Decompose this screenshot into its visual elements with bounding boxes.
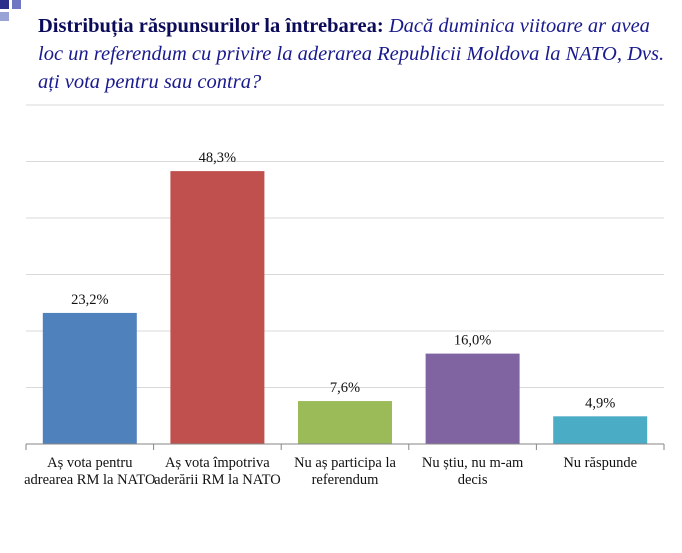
bar — [425, 353, 520, 444]
data-label: 16,0% — [454, 333, 491, 349]
bar — [298, 401, 392, 444]
data-label: 4,9% — [585, 395, 615, 411]
data-label: 7,6% — [330, 380, 360, 396]
title-bold: Distribuția răspunsurilor la întrebarea: — [38, 15, 384, 37]
bar — [170, 171, 265, 445]
category-label: Aș vota pentru adrearea RM la NATO — [24, 455, 156, 488]
title-question: Dacă duminica viitoare ar avea loc un re… — [38, 15, 665, 93]
bar — [42, 312, 137, 444]
category-label: Nu știu, nu m-am decis — [421, 455, 524, 488]
title-decor-light-square — [0, 12, 9, 21]
data-label: 48,3% — [199, 150, 236, 166]
category-label: Nu aș participa la referendum — [294, 455, 396, 488]
title-decor-mid-square — [12, 0, 21, 9]
page-title: Distribuția răspunsurilor la întrebarea:… — [38, 12, 674, 96]
category-label: Nu răspunde — [563, 455, 638, 471]
bar — [553, 416, 648, 444]
category-label: Aș vota împotriva aderării RM la NATO — [154, 455, 281, 488]
data-label: 23,2% — [71, 292, 108, 308]
title-decor-dark-square — [0, 0, 9, 9]
